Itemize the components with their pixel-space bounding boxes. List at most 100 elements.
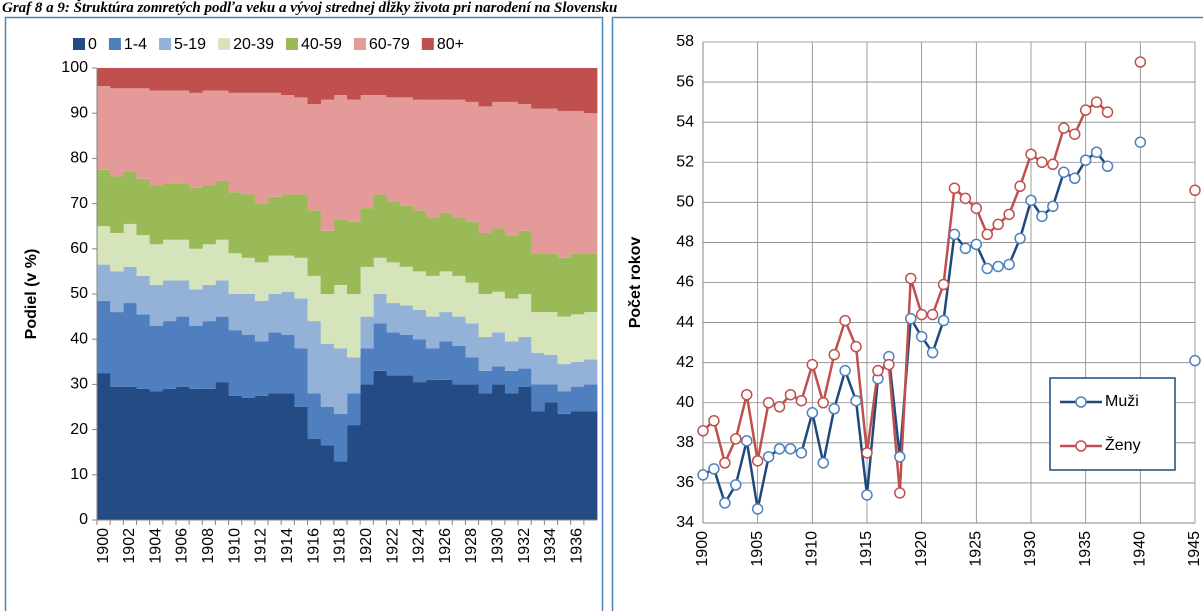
bar-segment (557, 391, 572, 414)
bar-segment (123, 171, 137, 224)
point (697, 469, 709, 481)
bar-segment (333, 219, 348, 285)
y-tick-label: 42 (676, 354, 694, 371)
point (883, 358, 895, 371)
bar-segment (228, 92, 243, 193)
point (1079, 154, 1092, 166)
bar-segment (149, 244, 164, 285)
bar-segment (583, 68, 598, 114)
legend-marker (1075, 440, 1087, 452)
bar-segment (491, 384, 506, 520)
bar-segment (557, 413, 572, 520)
x-tick-label: 1930 (1022, 531, 1039, 567)
bar-segment (97, 373, 111, 520)
x-tick-label: 1924 (411, 528, 428, 564)
bar-segment (518, 336, 532, 369)
point (904, 312, 917, 325)
bar-segment (412, 271, 427, 310)
bar-segment (399, 205, 414, 267)
y-tick-label: 48 (676, 234, 694, 251)
bar-segment (307, 393, 322, 439)
bar-segment (478, 68, 493, 107)
bar-segment (268, 68, 282, 93)
point (970, 202, 983, 215)
x-tick-label: 1934 (542, 528, 559, 564)
bar-segment (360, 208, 374, 267)
bar-segment (241, 397, 256, 520)
bar-segment (504, 341, 519, 371)
x-tick-label: 1940 (1132, 531, 1149, 567)
point (817, 397, 830, 409)
x-tick-label: 1918 (332, 528, 349, 564)
bar-segment (110, 68, 124, 89)
point (806, 407, 819, 419)
bar-segment (531, 352, 545, 385)
bar-segment (386, 375, 401, 520)
bar-segment (136, 68, 151, 89)
bar-segment (307, 275, 322, 322)
bar-segment (189, 187, 203, 249)
bar-segment (360, 68, 374, 96)
bar-segment (425, 68, 440, 100)
bar-segment (347, 221, 361, 294)
point (915, 308, 928, 321)
bar-segment (333, 413, 348, 462)
bar-segment (531, 253, 545, 313)
bar-segment (294, 407, 308, 520)
legend-marker (1075, 396, 1087, 408)
bar-segment (557, 110, 572, 258)
bar-segment (202, 388, 216, 520)
y-tick-label: 80 (70, 150, 88, 167)
bar-segment (215, 90, 229, 181)
bar-segment (294, 68, 308, 98)
bar-segment (465, 357, 479, 385)
bar-segment (320, 445, 335, 520)
bar-segment (333, 68, 348, 96)
bar-segment (347, 99, 361, 222)
bar-segment (373, 323, 387, 371)
bar-segment (360, 266, 374, 317)
y-tick-label: 0 (79, 511, 88, 528)
bar-segment (439, 379, 453, 520)
bar-segment (491, 366, 506, 385)
bar-segment (149, 284, 164, 326)
x-tick-label: 1902 (121, 528, 138, 564)
bar-segment (110, 271, 124, 313)
bar-segment (425, 316, 440, 349)
bar-segment (97, 264, 111, 301)
bar-segment (478, 393, 493, 520)
point (708, 415, 720, 427)
bar-segment (439, 212, 453, 272)
point (904, 272, 917, 285)
bar-segment (241, 294, 256, 335)
bar-segment (149, 325, 164, 392)
point (839, 314, 851, 327)
point (861, 489, 873, 501)
point (1003, 208, 1015, 221)
bar-segment (333, 95, 348, 220)
bar-segment (268, 294, 282, 333)
bar-segment (531, 312, 545, 353)
point (719, 457, 731, 469)
point (981, 262, 994, 275)
bar-segment (202, 90, 216, 186)
bar-segment (281, 291, 295, 335)
bar-segment (583, 113, 598, 254)
point (828, 348, 840, 361)
bar-segment (110, 88, 124, 177)
point (872, 364, 884, 377)
bar-segment (254, 92, 269, 204)
y-tick-label: 40 (70, 330, 88, 347)
bar-segment (307, 210, 322, 276)
bar-segment (399, 305, 414, 335)
bar-segment (281, 194, 295, 256)
x-tick-label: 1926 (437, 528, 454, 564)
bar-segment (360, 348, 374, 385)
bar-segment (386, 97, 401, 202)
y-tick-label: 90 (70, 104, 88, 121)
legend-swatch (108, 38, 121, 50)
bar-segment (294, 97, 308, 195)
bar-segment (268, 196, 282, 256)
point (937, 278, 950, 291)
bar-segment (583, 312, 598, 360)
